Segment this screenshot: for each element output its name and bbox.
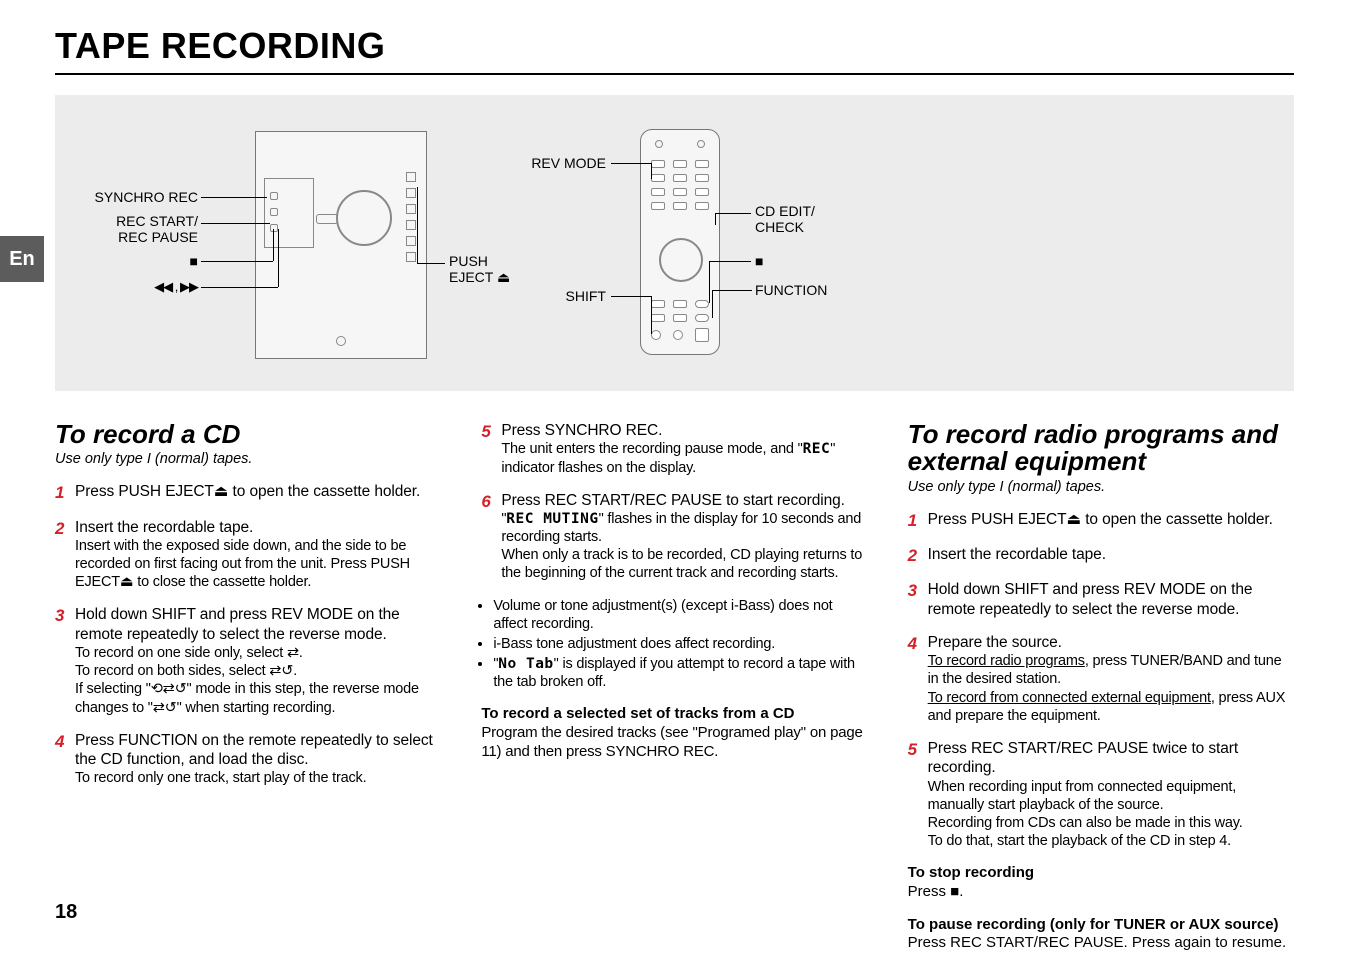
- main-unit-drawing: [255, 131, 427, 359]
- step-num: 4: [908, 633, 928, 725]
- step-text: Hold down SHIFT and press REV MODE on th…: [75, 605, 441, 644]
- step-num: 6: [481, 491, 501, 583]
- step-text: Insert the recordable tape.: [75, 518, 441, 537]
- label-cd-edit-l2: CHECK: [755, 219, 804, 235]
- device-diagram: SYNCHRO REC REC START/ REC PAUSE ■ ◀◀ , …: [55, 95, 1294, 391]
- body-selected-tracks: Program the desired tracks (see "Program…: [481, 724, 867, 762]
- label-function: FUNCTION: [755, 282, 827, 298]
- label-ffrw-icon: ◀◀ , ▶▶: [133, 279, 198, 295]
- page-title: TAPE RECORDING: [55, 25, 1294, 75]
- heading-record-radio: To record radio programs andexternal equ…: [908, 421, 1294, 476]
- content-columns: To record a CD Use only type I (normal) …: [55, 421, 1294, 953]
- label-stop-icon: ■: [162, 253, 198, 269]
- step-text: Press PUSH EJECT⏏ to open the cassette h…: [75, 482, 441, 501]
- label-synchro-rec: SYNCHRO REC: [78, 189, 198, 205]
- step-text: Press SYNCHRO REC.: [501, 421, 867, 440]
- subheading-selected-tracks: To record a selected set of tracks from …: [481, 705, 867, 724]
- heading-record-cd: To record a CD: [55, 421, 441, 448]
- col-middle: 5 Press SYNCHRO REC. The unit enters the…: [481, 421, 867, 953]
- notes-list: Volume or tone adjustment(s) (except i-B…: [481, 597, 867, 692]
- step-text: Prepare the source.: [928, 633, 1294, 652]
- label-remote-stop-icon: ■: [755, 253, 763, 269]
- step-num: 2: [908, 545, 928, 566]
- step-detail: Insert with the exposed side down, and t…: [75, 537, 441, 591]
- remote-drawing: [640, 129, 720, 355]
- step-detail: When recording input from connected equi…: [928, 778, 1294, 851]
- step-num: 1: [55, 482, 75, 503]
- step-num: 5: [481, 421, 501, 477]
- label-rec-start-l1: REC START/: [91, 213, 198, 229]
- subheading-stop-recording: To stop recording: [908, 864, 1294, 883]
- col-record-cd: To record a CD Use only type I (normal) …: [55, 421, 441, 953]
- step-num: 5: [908, 739, 928, 850]
- step-text: Press PUSH EJECT⏏ to open the cassette h…: [928, 510, 1294, 529]
- list-item: "No Tab" is displayed if you attempt to …: [493, 655, 867, 691]
- col-record-radio: To record radio programs andexternal equ…: [908, 421, 1294, 953]
- label-cd-edit-l1: CD EDIT/: [755, 203, 815, 219]
- step-detail: To record only one track, start play of …: [75, 769, 441, 787]
- page-number: 18: [55, 901, 77, 924]
- body-stop-recording: Press ■.: [908, 883, 1294, 902]
- language-tab: En: [0, 236, 44, 282]
- step-text: Insert the recordable tape.: [928, 545, 1294, 564]
- list-item: Volume or tone adjustment(s) (except i-B…: [493, 597, 867, 633]
- step-detail: To record radio programs, press TUNER/BA…: [928, 652, 1294, 725]
- body-pause-recording: Press REC START/REC PAUSE. Press again t…: [908, 934, 1294, 953]
- step-num: 1: [908, 510, 928, 531]
- sub-record-radio: Use only type I (normal) tapes.: [908, 478, 1294, 496]
- label-rev-mode: REV MODE: [496, 155, 606, 171]
- list-item: i-Bass tone adjustment does affect recor…: [493, 635, 867, 653]
- step-detail: The unit enters the recording pause mode…: [501, 440, 867, 476]
- step-text: Hold down SHIFT and press REV MODE on th…: [928, 580, 1294, 619]
- label-eject: EJECT ⏏: [449, 269, 510, 286]
- step-num: 3: [55, 605, 75, 716]
- step-detail: "REC MUTING" flashes in the display for …: [501, 510, 867, 583]
- step-text: Press REC START/REC PAUSE to start recor…: [501, 491, 867, 510]
- label-rec-pause-l2: REC PAUSE: [91, 229, 198, 245]
- step-num: 3: [908, 580, 928, 619]
- step-num: 2: [55, 518, 75, 592]
- step-detail: To record on one side only, select ⇄. To…: [75, 644, 441, 717]
- subheading-pause-recording: To pause recording (only for TUNER or AU…: [908, 916, 1294, 935]
- label-shift: SHIFT: [538, 288, 606, 304]
- step-text: Press FUNCTION on the remote repeatedly …: [75, 731, 441, 770]
- step-num: 4: [55, 731, 75, 788]
- sub-record-cd: Use only type I (normal) tapes.: [55, 450, 441, 468]
- label-push: PUSH: [449, 253, 488, 269]
- step-text: Press REC START/REC PAUSE twice to start…: [928, 739, 1294, 778]
